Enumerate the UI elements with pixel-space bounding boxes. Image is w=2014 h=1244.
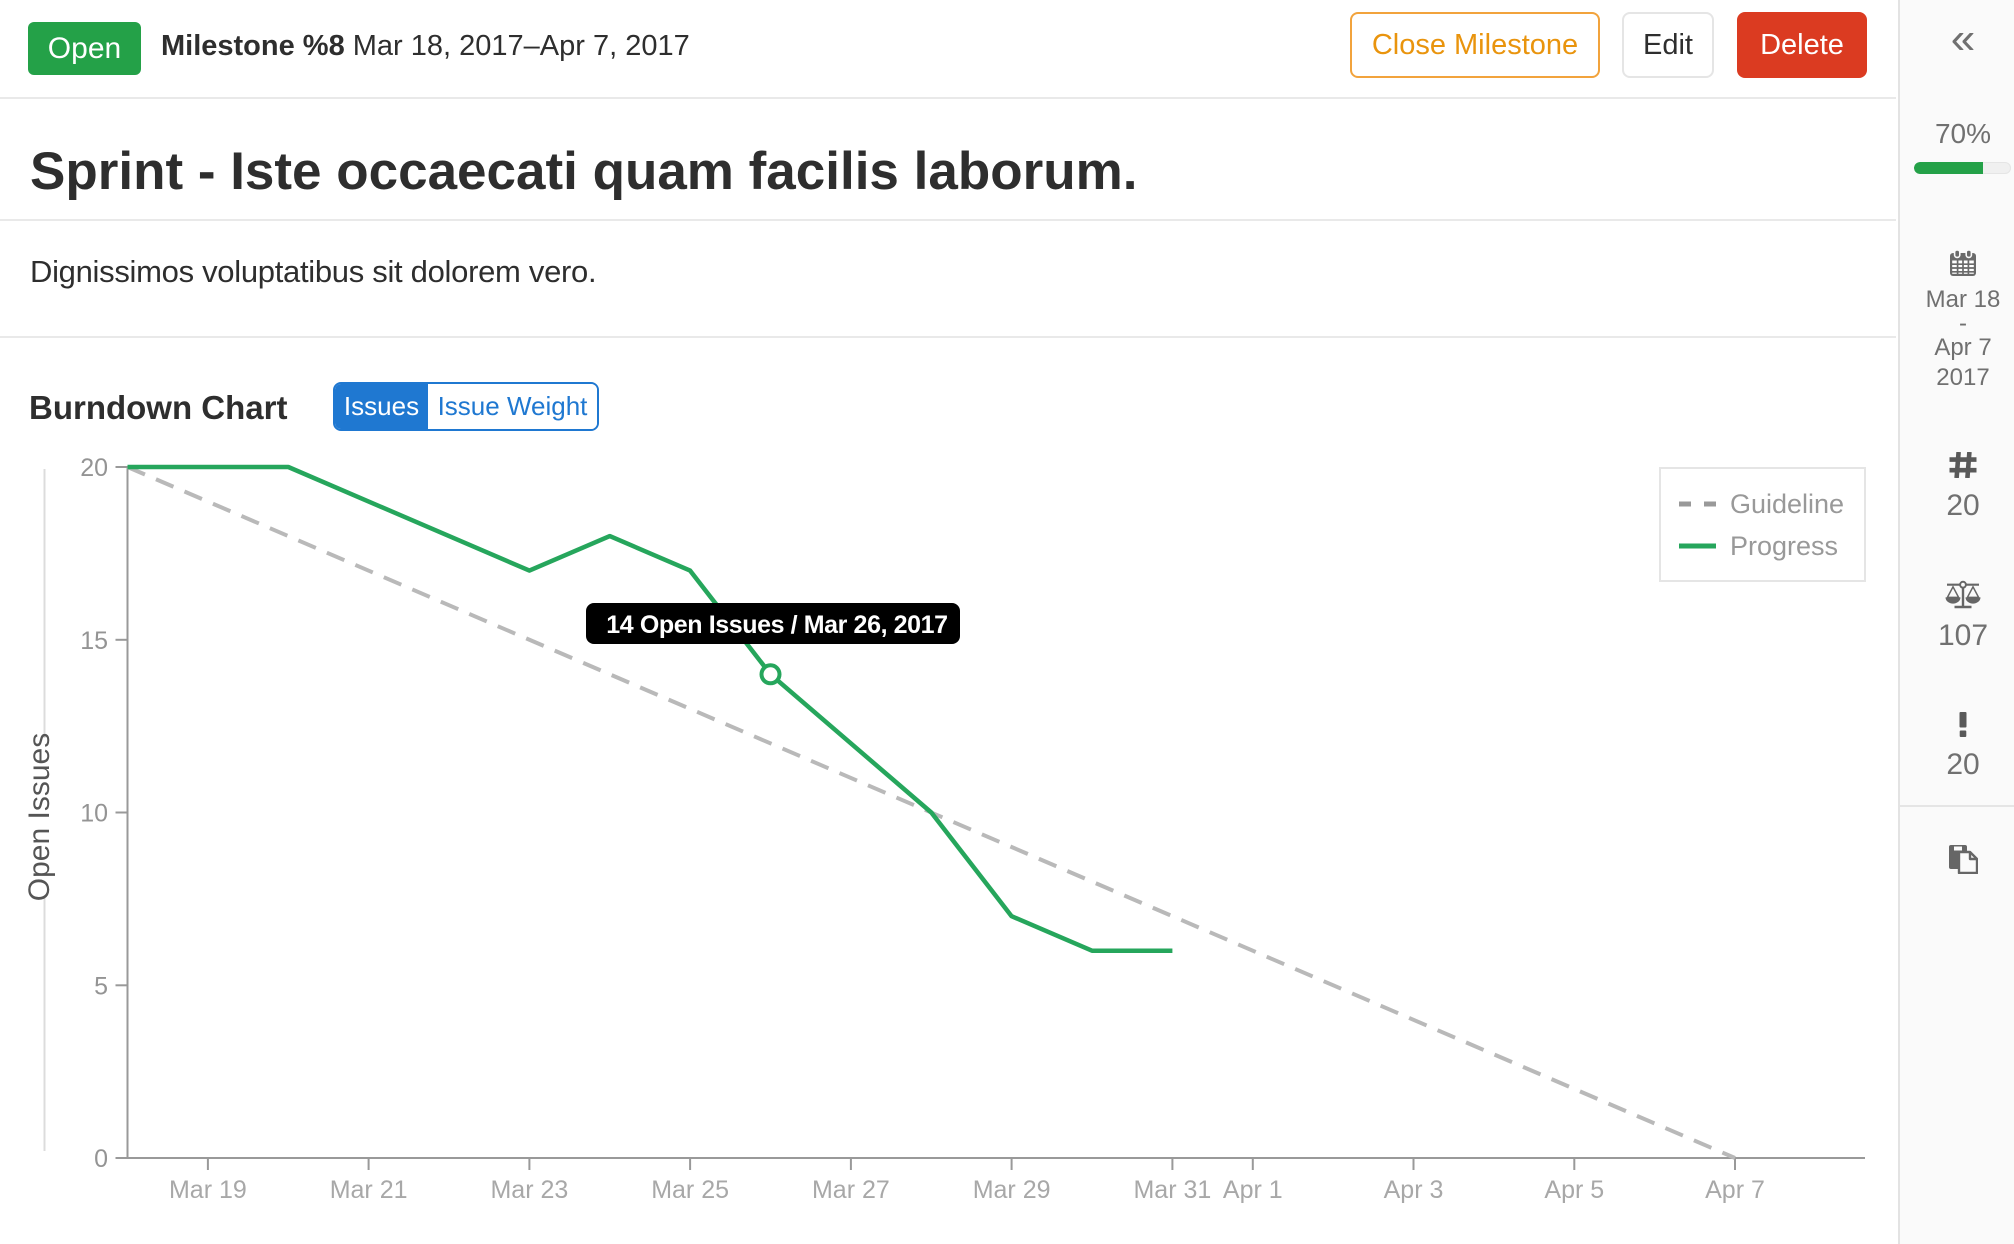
svg-text:14 Open Issues / Mar 26, 2017: 14 Open Issues / Mar 26, 2017 xyxy=(606,611,947,639)
svg-text:Mar 29: Mar 29 xyxy=(973,1176,1051,1204)
svg-text:Apr 1: Apr 1 xyxy=(1223,1176,1283,1204)
svg-text:0: 0 xyxy=(94,1145,108,1173)
svg-text:Guideline: Guideline xyxy=(1730,489,1844,519)
svg-text:Mar 27: Mar 27 xyxy=(812,1176,890,1204)
svg-text:Mar 31: Mar 31 xyxy=(1133,1176,1211,1204)
svg-text:Apr 5: Apr 5 xyxy=(1544,1176,1604,1204)
svg-text:15: 15 xyxy=(80,627,108,655)
svg-text:20: 20 xyxy=(80,454,108,482)
svg-text:Progress: Progress xyxy=(1730,531,1838,561)
svg-text:10: 10 xyxy=(80,800,108,828)
svg-text:Open Issues: Open Issues xyxy=(23,733,56,901)
svg-text:Mar 21: Mar 21 xyxy=(330,1176,408,1204)
svg-text:Mar 19: Mar 19 xyxy=(169,1176,247,1204)
svg-text:Mar 23: Mar 23 xyxy=(490,1176,568,1204)
svg-text:Apr 7: Apr 7 xyxy=(1705,1176,1765,1204)
svg-text:Mar 25: Mar 25 xyxy=(651,1176,729,1204)
svg-text:Apr 3: Apr 3 xyxy=(1384,1176,1444,1204)
svg-text:5: 5 xyxy=(94,972,108,1000)
